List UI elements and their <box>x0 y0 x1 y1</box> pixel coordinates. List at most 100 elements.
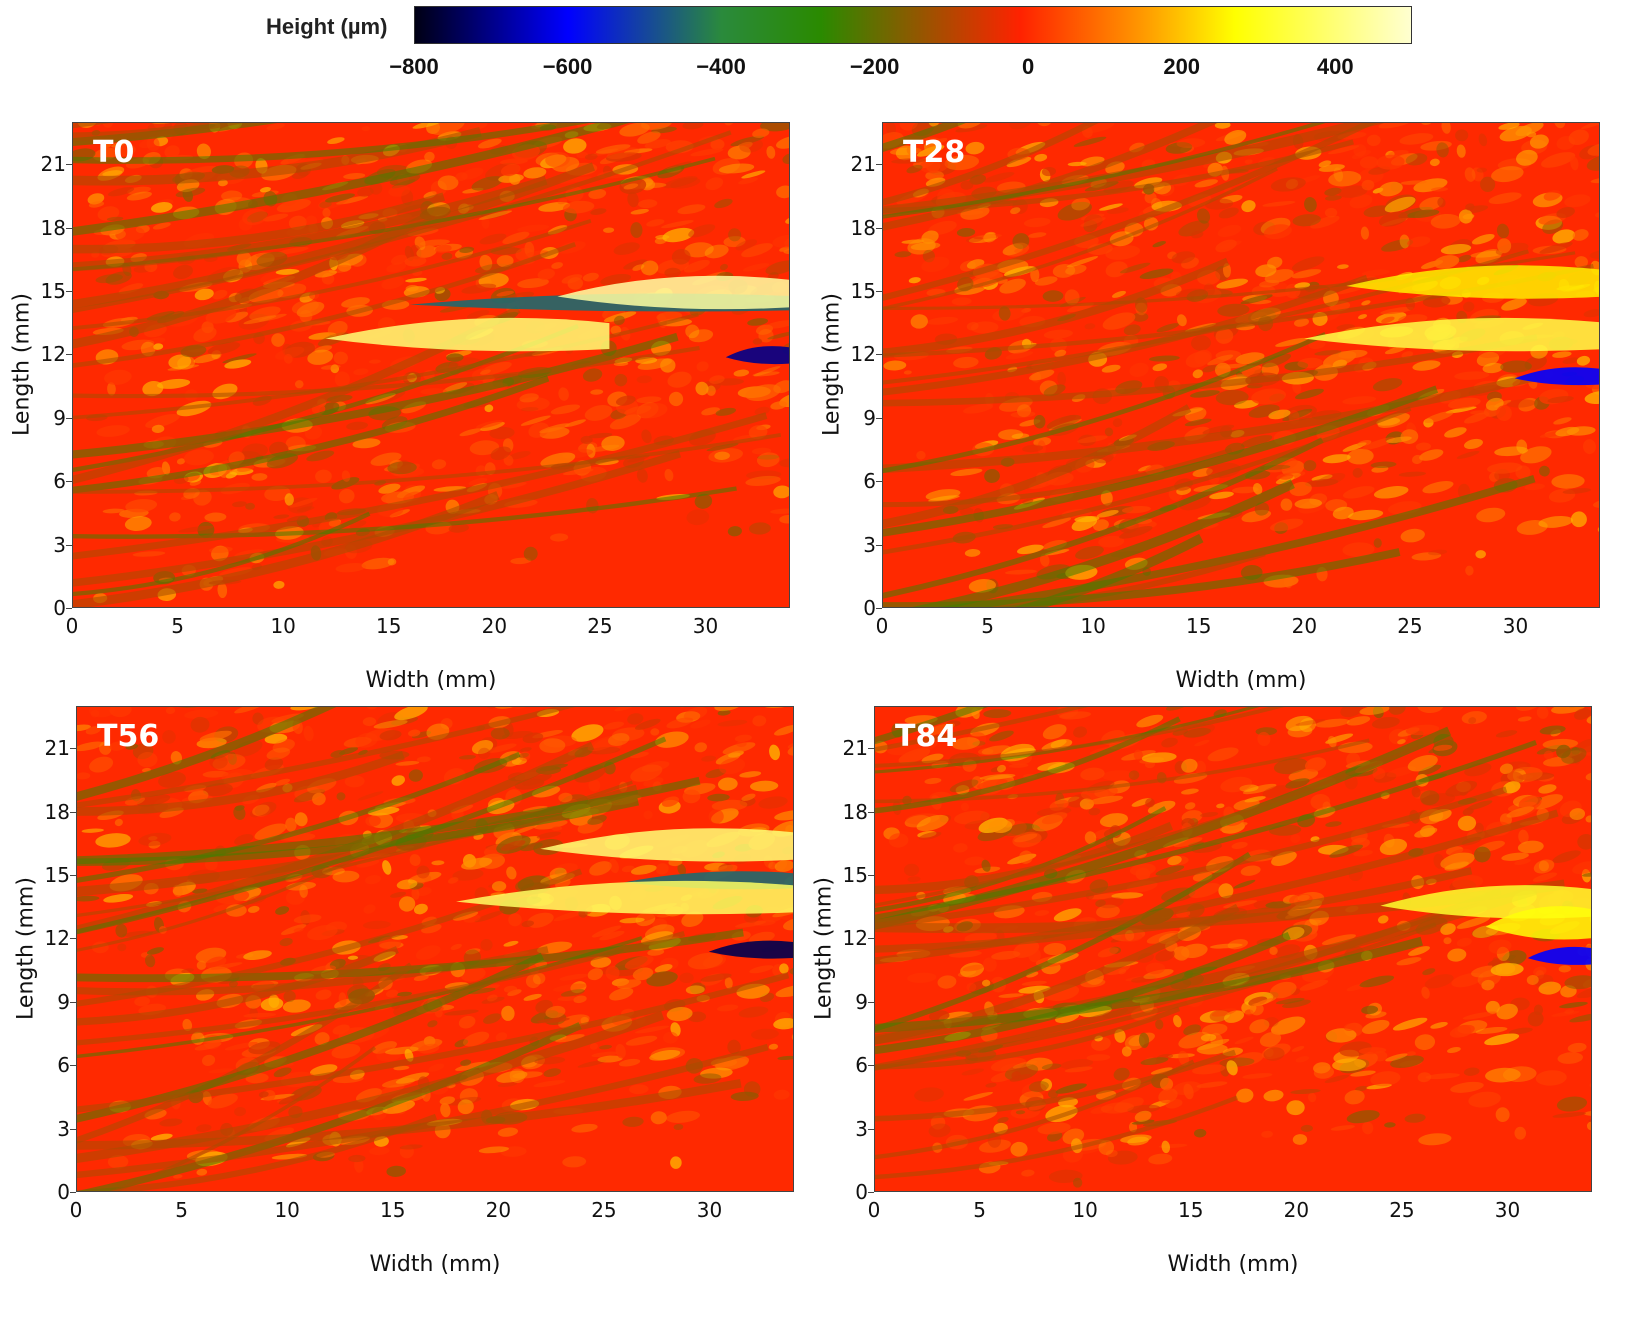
texture-speck <box>1415 442 1432 451</box>
texture-speck <box>619 917 645 924</box>
texture-speck <box>1292 1134 1308 1145</box>
texture-speck <box>1485 1067 1521 1083</box>
texture-speck <box>434 1008 443 1018</box>
texture-speck <box>118 283 144 295</box>
texture-speck <box>1564 194 1591 208</box>
texture-speck <box>520 407 539 412</box>
texture-speck <box>1004 569 1037 575</box>
texture-speck <box>997 278 1008 284</box>
texture-speck <box>1405 724 1440 736</box>
texture-speck <box>1111 892 1144 899</box>
texture-speck <box>479 254 493 271</box>
texture-speck <box>448 877 459 884</box>
texture-streak <box>73 312 699 420</box>
x-tick-label: 25 <box>591 1198 617 1222</box>
texture-speck <box>204 512 227 522</box>
texture-streak <box>883 447 1233 508</box>
texture-speck <box>107 1154 129 1169</box>
texture-speck <box>937 975 957 989</box>
texture-speck <box>1543 750 1554 760</box>
texture-speck <box>774 724 793 736</box>
texture-speck <box>1233 879 1256 889</box>
texture-speck <box>580 435 593 445</box>
texture-speck <box>1381 239 1414 252</box>
texture-speck <box>336 195 369 205</box>
texture-speck <box>955 124 988 133</box>
texture-speck <box>700 973 732 982</box>
texture-speck <box>99 741 112 755</box>
texture-speck <box>1299 979 1329 991</box>
ridge-feature <box>456 880 793 915</box>
texture-speck <box>600 273 631 286</box>
texture-speck <box>1567 1042 1587 1053</box>
texture-speck <box>1399 234 1410 249</box>
texture-speck <box>625 1035 658 1046</box>
texture-speck <box>1190 390 1220 398</box>
texture-speck <box>1390 1055 1424 1068</box>
texture-speck <box>1496 223 1510 239</box>
texture-speck <box>1332 1058 1367 1072</box>
texture-speck <box>1308 1092 1317 1103</box>
texture-speck <box>1538 515 1574 528</box>
texture-streak <box>875 903 1240 1045</box>
texture-speck <box>963 403 994 414</box>
texture-speck <box>1214 123 1231 129</box>
texture-speck <box>1041 1063 1062 1070</box>
texture-speck <box>1261 1130 1273 1138</box>
texture-streak <box>77 707 337 801</box>
texture-speck <box>379 730 402 741</box>
texture-speck <box>1078 434 1097 447</box>
texture-speck <box>1165 1099 1183 1109</box>
texture-speck <box>587 735 621 752</box>
texture-speck <box>1501 298 1527 311</box>
texture-speck <box>1418 764 1442 776</box>
texture-speck <box>1289 481 1312 497</box>
texture-speck <box>1361 269 1390 277</box>
texture-speck <box>1141 752 1177 763</box>
texture-streak <box>911 479 1295 607</box>
texture-speck <box>1463 301 1475 312</box>
texture-speck <box>1041 166 1057 177</box>
texture-speck <box>356 859 380 868</box>
texture-speck <box>1006 156 1032 168</box>
texture-speck <box>1587 142 1599 156</box>
texture-speck <box>190 716 210 733</box>
texture-speck <box>1207 747 1239 762</box>
ridge-feature <box>1485 906 1591 940</box>
texture-speck <box>1310 794 1331 810</box>
texture-speck <box>344 775 365 788</box>
texture-speck <box>1083 214 1103 229</box>
texture-speck <box>1231 486 1259 494</box>
texture-speck <box>1064 1066 1093 1073</box>
y-tick-label: 21 <box>44 736 70 761</box>
texture-speck <box>1263 1047 1285 1061</box>
y-tick-label: 6 <box>53 469 66 494</box>
texture-speck <box>1073 136 1107 147</box>
texture-speck <box>1105 1149 1118 1158</box>
texture-speck <box>919 137 940 144</box>
texture-streak <box>875 1049 1237 1122</box>
texture-speck <box>553 983 587 992</box>
texture-speck <box>361 126 371 132</box>
texture-speck <box>1405 153 1428 166</box>
texture-speck <box>77 772 91 780</box>
texture-streak <box>883 123 1326 219</box>
texture-speck <box>124 516 152 531</box>
texture-speck <box>1217 240 1242 250</box>
texture-speck <box>1473 846 1491 863</box>
texture-speck <box>500 840 526 851</box>
texture-speck <box>221 190 243 202</box>
texture-speck <box>1105 261 1128 278</box>
texture-speck <box>319 201 332 208</box>
texture-streak <box>77 946 399 1026</box>
x-tick-label: 15 <box>380 1198 406 1222</box>
texture-speck <box>1396 957 1422 966</box>
texture-speck <box>727 526 742 537</box>
y-tick-label: 15 <box>40 279 66 304</box>
texture-speck <box>654 964 673 973</box>
texture-speck <box>883 360 907 371</box>
texture-speck <box>770 508 789 514</box>
texture-speck <box>289 497 318 508</box>
texture-speck <box>1005 351 1034 360</box>
texture-speck <box>750 1028 779 1040</box>
